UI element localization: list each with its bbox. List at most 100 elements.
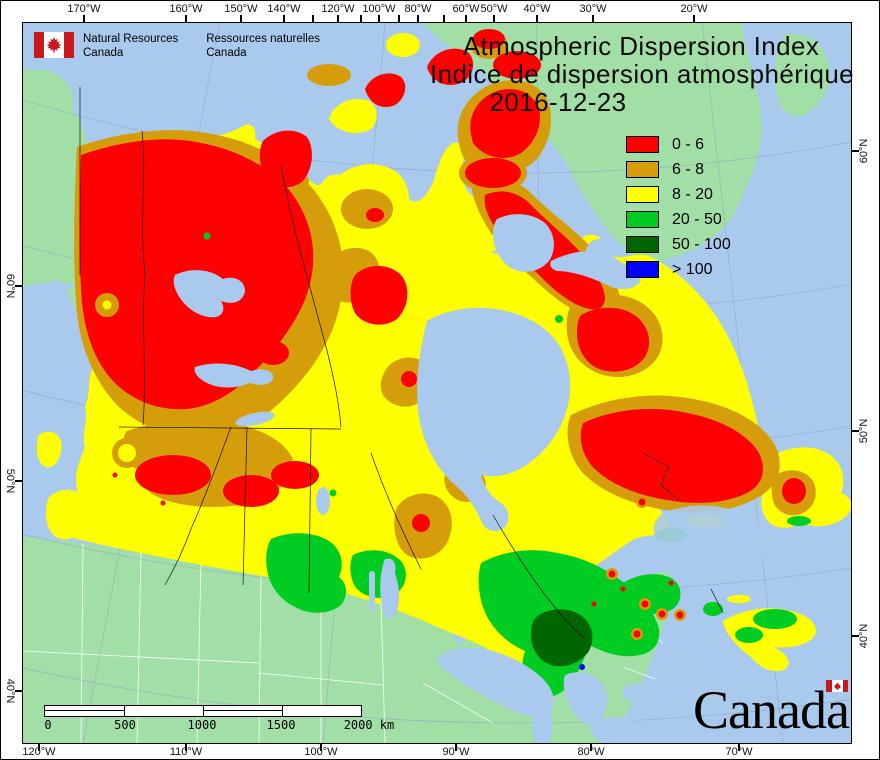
axis-label-bottom: 120°W	[22, 746, 56, 758]
hudson-bay	[417, 307, 571, 532]
axis-tick-top	[83, 15, 85, 22]
wordmark-text: Canada	[693, 680, 850, 740]
scale-label-2000: 2000 km	[343, 718, 395, 732]
axis-tick-right	[852, 635, 859, 637]
axis-tick-top	[465, 15, 467, 22]
scale-bar	[44, 705, 362, 717]
axis-label-right: 50°N	[858, 418, 870, 444]
newfoundland-red	[782, 478, 806, 504]
axis-label-top: 140°W	[267, 3, 301, 15]
axis-label-top: 80°W	[404, 3, 432, 15]
legend-item: > 100	[626, 261, 712, 278]
red-banks	[259, 130, 312, 188]
parry-island-1	[329, 99, 377, 134]
dept-name-en: Natural Resources Canada	[83, 32, 178, 60]
lake-winnipegosis	[369, 571, 375, 611]
axis-label-right: 40°N	[858, 623, 870, 649]
pei	[727, 595, 751, 603]
haida-gwaii	[37, 431, 62, 468]
victoria-red	[366, 208, 384, 222]
legend-swatch-red	[626, 136, 659, 153]
canada-flag-icon	[34, 32, 74, 58]
ungava-bay	[585, 239, 613, 271]
axis-tick-top	[378, 15, 380, 22]
axis-tick-top	[536, 15, 538, 22]
axis-tick-top	[312, 15, 314, 22]
axis-tick-bottom	[38, 744, 40, 751]
dept-en-line1: Natural Resources	[83, 33, 179, 45]
legend-label: 0 - 6	[672, 135, 705, 153]
dept-name-fr: Ressources naturelles Canada	[206, 32, 320, 60]
axis-label-bottom: 70°W	[725, 746, 753, 758]
axis-tick-right	[852, 430, 859, 432]
axis-label-bottom: 100°W	[304, 746, 338, 758]
red-ellesmere	[470, 89, 541, 158]
nrcan-logo: Natural Resources Canada Ressources natu…	[34, 32, 320, 60]
axis-label-top: 40°W	[523, 3, 551, 15]
map-title-fr: Indice de dispersion atmosphérique	[429, 59, 855, 89]
axis-tick-top	[493, 15, 495, 22]
victoria-orange	[341, 189, 393, 229]
legend-label: 8 - 20	[672, 185, 713, 203]
legend-item: 8 - 20	[626, 186, 713, 203]
green-prairies-1	[266, 533, 347, 613]
axis-label-bottom: 110°W	[169, 746, 203, 758]
reindeer-lake	[316, 487, 330, 515]
vancouver-island	[46, 489, 89, 540]
scale-label-1000: 1000	[187, 718, 217, 732]
green-st-lawrence	[622, 574, 681, 614]
foxe-basin	[493, 214, 554, 272]
great-bear-lake	[173, 270, 245, 318]
axis-tick-top	[443, 15, 445, 22]
canada-wordmark: Canada	[693, 680, 858, 740]
axis-label-top: 30°W	[579, 3, 607, 15]
lake-michigan	[532, 693, 553, 743]
axis-tick-left	[15, 285, 22, 287]
axis-label-top: 120°W	[321, 3, 355, 15]
parry-island-2	[386, 33, 420, 57]
legend-item: 6 - 8	[626, 161, 704, 178]
axis-label-bottom: 90°W	[442, 746, 470, 758]
axis-label-top: 20°W	[680, 3, 708, 15]
axis-tick-bottom	[590, 744, 592, 751]
scale-label-1500: 1500	[266, 718, 296, 732]
legend-item: 20 - 50	[626, 211, 722, 228]
legend-swatch-dark-green	[626, 236, 659, 253]
legend-swatch-orange	[626, 161, 659, 178]
axis-tick-top	[240, 15, 242, 22]
legend-swatch-green	[626, 211, 659, 228]
axis-tick-bottom	[320, 744, 322, 751]
axis-tick-right	[852, 150, 859, 152]
red-devon	[465, 158, 521, 188]
water-bodies	[173, 214, 769, 743]
wordmark-flag-icon	[826, 680, 848, 692]
axis-tick-top	[592, 15, 594, 22]
axis-label-right: 60°N	[858, 138, 870, 164]
legend-label: 20 - 50	[672, 210, 722, 228]
maple-leaf-icon	[833, 682, 842, 691]
axis-tick-top	[398, 15, 400, 22]
great-slave-lake	[194, 363, 274, 388]
legend-label: 50 - 100	[672, 235, 731, 253]
axis-label-top: 100°W	[362, 3, 396, 15]
map-title-en: Atmospheric Dispersion Index	[462, 31, 820, 61]
lake-ontario	[623, 683, 669, 708]
axis-tick-left	[15, 690, 22, 692]
legend-swatch-blue	[626, 261, 659, 278]
axis-tick-left	[15, 480, 22, 482]
maple-leaf-icon	[45, 36, 63, 54]
legend-label: 6 - 8	[672, 160, 705, 178]
axis-tick-top	[693, 15, 695, 22]
axis-tick-bottom	[738, 744, 740, 751]
southampton-island	[477, 262, 509, 284]
map-canvas	[23, 23, 851, 743]
king-william-island	[419, 211, 443, 227]
gulf-st-lawrence	[653, 505, 769, 574]
axis-label-bottom: 80°W	[577, 746, 605, 758]
lake-huron	[563, 672, 608, 724]
iceland	[775, 34, 830, 117]
lake-athabasca	[235, 411, 275, 427]
axis-tick-top	[417, 15, 419, 22]
legend-item: 0 - 6	[626, 136, 704, 153]
